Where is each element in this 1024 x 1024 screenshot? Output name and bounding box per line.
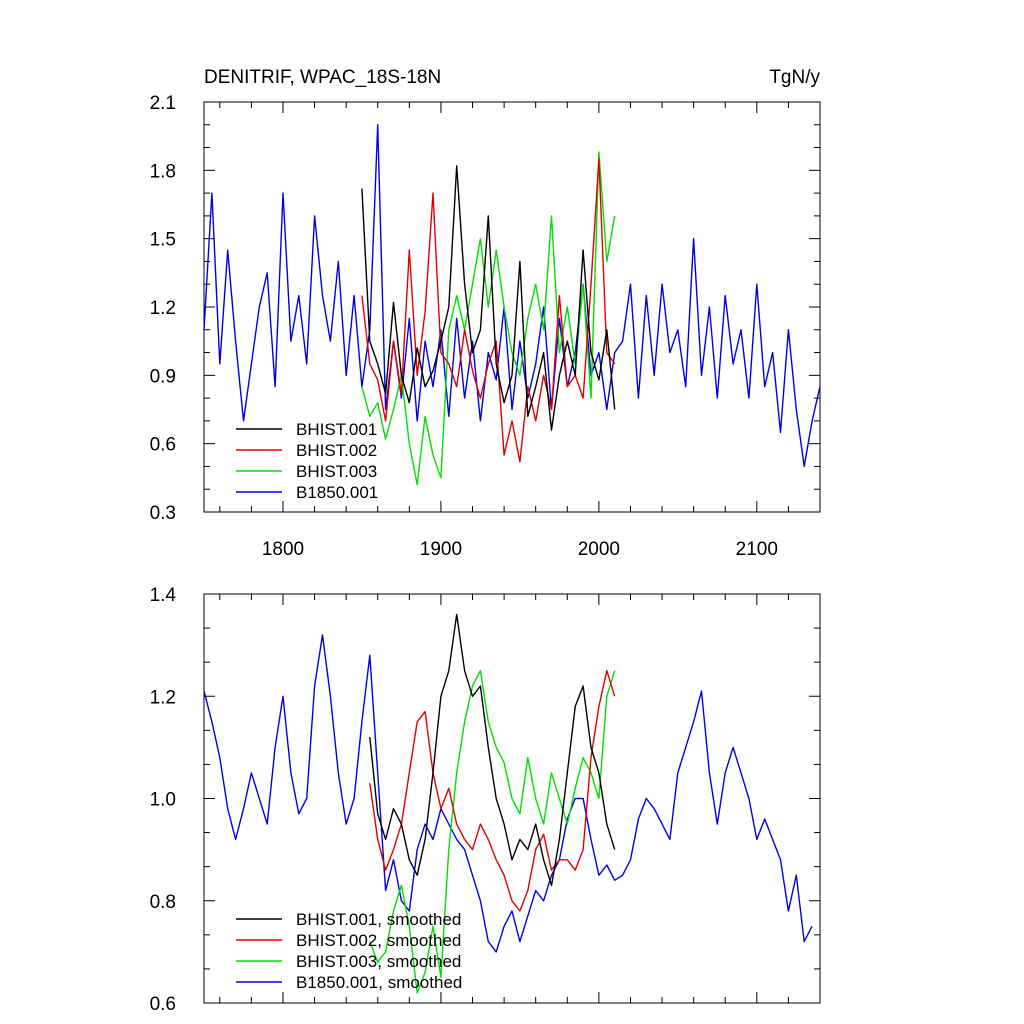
y-tick-label: 0.6 xyxy=(150,435,176,456)
series-line-bhist-001 xyxy=(361,165,616,431)
legend-label-bhist-003-smoothed: BHIST.003, smoothed xyxy=(296,952,461,971)
y-tick-label: 1.2 xyxy=(150,298,176,319)
series-line-b1850-001 xyxy=(203,124,821,468)
y-tick-label: 1.0 xyxy=(150,790,176,811)
y-tick-label: 1.2 xyxy=(150,687,176,708)
legend-label-bhist-001: BHIST.001 xyxy=(296,420,377,439)
legend-label-bhist-002: BHIST.002 xyxy=(296,441,377,460)
legend-label-b1850-001: B1850.001 xyxy=(296,483,378,502)
y-tick-label: 0.8 xyxy=(150,892,176,913)
series-line-bhist-002 xyxy=(361,158,616,463)
y-tick-label: 0.9 xyxy=(150,366,176,387)
y-tick-label: 0.3 xyxy=(150,503,176,524)
y-tick-label: 1.8 xyxy=(150,161,176,182)
top-panel: 0.3 0.6 0.9 1.2 1.5 1.8 2.1 1800 1900 2000 2100 BHI… xyxy=(150,93,821,560)
x-tick-label: 2100 xyxy=(736,539,778,560)
series-line-bhist-002-smoothed xyxy=(369,670,616,912)
x-tick-label: 1900 xyxy=(420,539,462,560)
chart-title: DENITRIF, WPAC_18S-18N xyxy=(204,67,441,88)
legend-label-bhist-003: BHIST.003 xyxy=(296,462,377,481)
series-line-b1850-001-smoothed xyxy=(203,634,813,953)
series-line-bhist-003 xyxy=(361,151,616,486)
y-tick-label: 0.6 xyxy=(150,994,176,1015)
units-label: TgN/y xyxy=(769,67,820,88)
legend-label-bhist-002-smoothed: BHIST.002, smoothed xyxy=(296,931,461,950)
x-tick-label: 2000 xyxy=(578,539,620,560)
series-line-bhist-001-smoothed xyxy=(369,613,616,887)
series-line-bhist-003-smoothed xyxy=(369,670,616,994)
y-tick-label: 1.4 xyxy=(150,585,177,606)
legend-label-bhist-001-smoothed: BHIST.001, smoothed xyxy=(296,910,461,929)
legend-label-b1850-001-smoothed: B1850.001, smoothed xyxy=(296,973,462,992)
bottom-panel: 0.6 0.8 1.0 1.2 1.4 BHIST.001, smoothed BHIST.… xyxy=(150,585,821,1015)
y-tick-label: 1.5 xyxy=(150,230,176,251)
y-tick-label: 2.1 xyxy=(150,93,176,114)
x-tick-label: 1800 xyxy=(262,539,304,560)
